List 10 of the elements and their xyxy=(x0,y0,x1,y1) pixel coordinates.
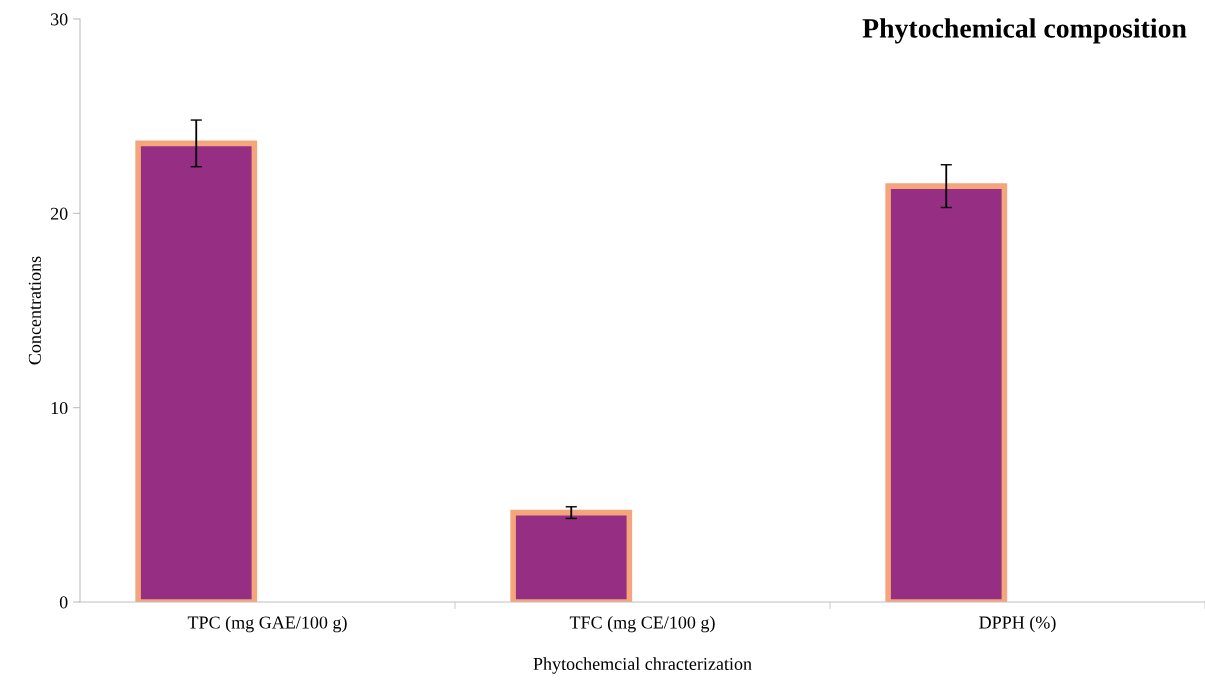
x-axis-title: Phytochemcial chracterization xyxy=(533,657,752,674)
y-axis-title: Concentrations xyxy=(28,256,41,365)
y-tick-label: 0 xyxy=(59,596,68,609)
x-tick-label: TPC (mg GAE/100 g) xyxy=(187,615,347,633)
x-tick-label: TFC (mg CE/100 g) xyxy=(569,615,715,633)
y-tick-label: 30 xyxy=(51,13,68,26)
y-tick-label: 10 xyxy=(51,401,68,415)
chart-title: Phytochemical composition xyxy=(862,18,1187,44)
y-tick-label: 20 xyxy=(50,207,68,220)
x-tick-label: DPPH (%) xyxy=(979,615,1056,633)
